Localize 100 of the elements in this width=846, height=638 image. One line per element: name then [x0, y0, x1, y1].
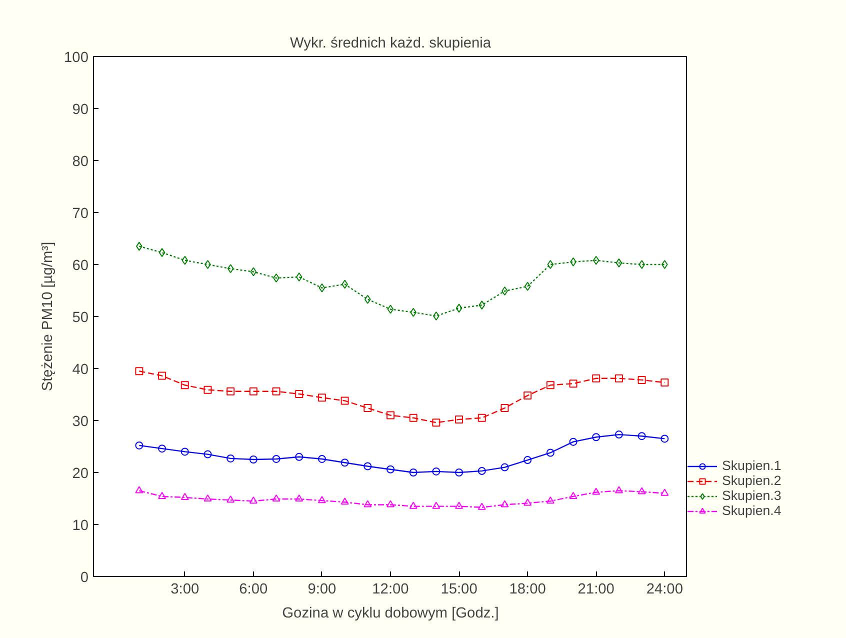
y-tick-label: 70	[72, 206, 89, 222]
point	[204, 450, 212, 458]
point	[524, 392, 532, 400]
point	[524, 282, 531, 291]
point	[227, 264, 234, 274]
point	[135, 486, 144, 494]
point	[249, 387, 258, 396]
x-axis-title: Gozina w cyklu dobowym [Godz.]	[282, 606, 499, 622]
y-tick-label: 40	[72, 362, 89, 378]
x-tick-label: 18:00	[509, 582, 546, 598]
point	[387, 304, 394, 314]
point	[386, 465, 394, 474]
point	[226, 496, 235, 503]
point	[592, 433, 600, 442]
point	[158, 444, 166, 453]
point	[386, 411, 394, 420]
point	[340, 498, 349, 505]
point	[478, 466, 486, 475]
point	[614, 430, 623, 439]
point	[432, 467, 440, 476]
point	[364, 404, 372, 412]
point	[660, 378, 669, 387]
point	[592, 488, 600, 495]
x-tick-label: 3:00	[170, 582, 200, 598]
point	[386, 500, 394, 508]
y-tick-label: 30	[72, 414, 89, 430]
point	[318, 283, 326, 292]
point	[318, 394, 326, 402]
point	[158, 492, 166, 499]
point	[364, 294, 371, 304]
x-tick-label: 9:00	[308, 582, 336, 598]
point	[638, 487, 646, 494]
point	[616, 258, 622, 268]
point	[182, 256, 188, 265]
x-tick-label: 12:00	[372, 582, 409, 598]
x-tick-label: 6:00	[239, 582, 268, 598]
point	[409, 414, 418, 422]
point	[638, 376, 646, 384]
y-tick-label: 10	[72, 518, 89, 534]
y-tick-label: 0	[80, 570, 89, 586]
point	[455, 502, 464, 509]
y-tick-label: 100	[64, 50, 89, 66]
point	[272, 494, 280, 502]
point	[638, 432, 646, 440]
y-tick-label: 50	[72, 310, 89, 326]
point	[524, 456, 532, 464]
point	[250, 267, 257, 276]
point	[660, 434, 669, 443]
point	[295, 390, 304, 398]
point	[432, 502, 440, 509]
point	[204, 260, 211, 269]
point	[546, 496, 554, 504]
point	[135, 367, 144, 376]
point	[180, 381, 189, 390]
point	[249, 496, 258, 504]
point	[661, 260, 668, 269]
y-tick-label: 60	[72, 258, 89, 274]
point	[340, 458, 349, 467]
point	[478, 300, 486, 310]
point	[249, 456, 258, 464]
point	[364, 500, 372, 508]
point	[500, 500, 509, 508]
point	[592, 256, 600, 265]
point	[638, 260, 645, 269]
x-tick-label: 24:00	[646, 582, 684, 598]
point	[158, 248, 166, 258]
point	[180, 492, 189, 500]
point	[455, 468, 464, 476]
point	[135, 441, 144, 450]
x-tick-label: 21:00	[578, 582, 614, 598]
x-tick-label: 15:00	[440, 582, 478, 598]
point	[614, 486, 623, 494]
y-tick-label: 20	[72, 466, 89, 482]
point	[500, 463, 509, 472]
point	[546, 381, 554, 390]
point	[272, 454, 280, 463]
point	[318, 496, 326, 504]
point	[409, 502, 418, 509]
legend-label: Skupien.2	[722, 473, 782, 488]
point	[478, 502, 486, 510]
point	[478, 414, 486, 422]
point	[318, 454, 326, 463]
point	[455, 415, 464, 424]
point	[226, 387, 235, 396]
legend-label: Skupien.1	[722, 458, 782, 473]
y-axis-title: Stężenie PM10 [µg/m³]	[40, 242, 56, 392]
legend-label: Skupien.3	[722, 488, 782, 503]
point	[226, 454, 235, 462]
point	[158, 372, 166, 380]
point	[614, 374, 623, 382]
legend-label: Skupien.4	[722, 503, 782, 518]
y-tick-label: 90	[72, 102, 89, 118]
point	[569, 380, 578, 388]
point	[547, 260, 554, 269]
point	[204, 494, 212, 502]
point	[364, 462, 372, 470]
point	[340, 396, 349, 405]
point	[569, 492, 578, 499]
point	[524, 498, 532, 506]
point	[432, 418, 440, 427]
